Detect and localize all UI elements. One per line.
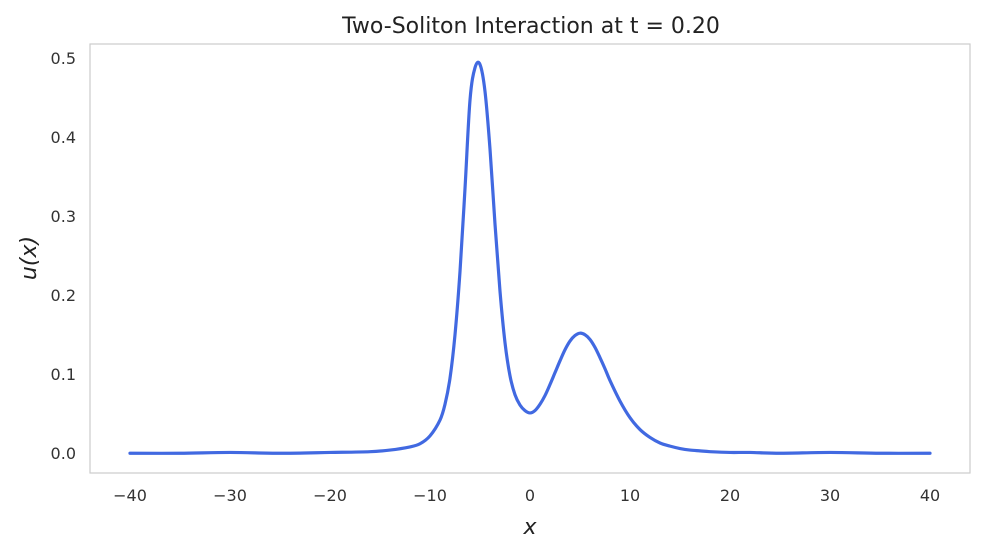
x-tick-label: 40 <box>920 486 940 505</box>
x-tick-label: −40 <box>113 486 147 505</box>
x-tick-label: 20 <box>720 486 740 505</box>
y-tick-label: 0.3 <box>51 207 76 226</box>
y-tick-label: 0.2 <box>51 286 76 305</box>
x-tick-label: −30 <box>213 486 247 505</box>
x-tick-label: 10 <box>620 486 640 505</box>
x-tick-label: 0 <box>525 486 535 505</box>
chart-title: Two-Soliton Interaction at t = 0.20 <box>341 14 720 39</box>
x-tick-labels: −40 −30 −20 −10 0 10 20 30 40 <box>113 486 940 505</box>
y-tick-labels: 0.0 0.1 0.2 0.3 0.4 0.5 <box>51 49 76 463</box>
y-axis-label: u(x) <box>17 236 42 280</box>
x-tick-label: −10 <box>413 486 447 505</box>
series-line-u <box>128 60 932 455</box>
y-tick-label: 0.1 <box>51 365 76 384</box>
x-tick-label: −20 <box>313 486 347 505</box>
y-tick-label: 0.5 <box>51 49 76 68</box>
y-tick-label: 0.0 <box>51 444 76 463</box>
x-axis-label: x <box>522 515 537 540</box>
x-tick-label: 30 <box>820 486 840 505</box>
plot-frame <box>89 43 971 474</box>
y-tick-label: 0.4 <box>51 128 76 147</box>
